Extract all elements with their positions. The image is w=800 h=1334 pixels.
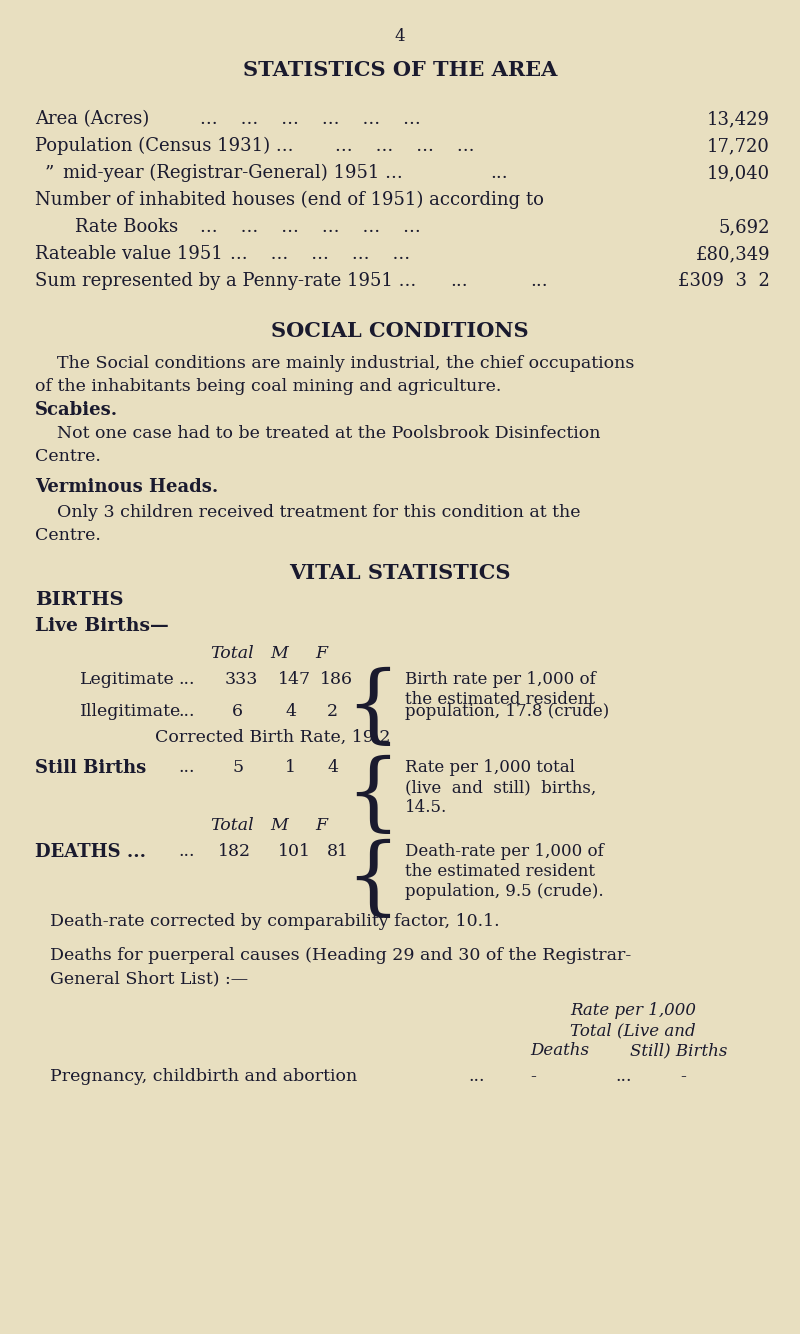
Text: 182: 182 xyxy=(218,843,251,860)
Text: 14.5.: 14.5. xyxy=(405,799,447,816)
Text: General Short List) :—: General Short List) :— xyxy=(50,970,248,987)
Text: {: { xyxy=(345,755,400,838)
Text: Centre.: Centre. xyxy=(35,527,101,544)
Text: Corrected Birth Rate, 19.2: Corrected Birth Rate, 19.2 xyxy=(155,728,390,746)
Text: M: M xyxy=(270,646,288,662)
Text: F: F xyxy=(315,816,327,834)
Text: Deaths: Deaths xyxy=(530,1042,589,1059)
Text: 81: 81 xyxy=(327,843,349,860)
Text: Death-rate corrected by comparability factor, 10.1.: Death-rate corrected by comparability fa… xyxy=(50,912,500,930)
Text: 13,429: 13,429 xyxy=(707,109,770,128)
Text: Only 3 children received treatment for this condition at the: Only 3 children received treatment for t… xyxy=(35,504,581,522)
Text: 6: 6 xyxy=(232,703,243,720)
Text: 5,692: 5,692 xyxy=(718,217,770,236)
Text: Death-rate per 1,000 of: Death-rate per 1,000 of xyxy=(405,843,604,860)
Text: ...: ... xyxy=(178,759,194,776)
Text: Rate per 1,000: Rate per 1,000 xyxy=(570,1002,696,1019)
Text: Total: Total xyxy=(210,816,254,834)
Text: ...: ... xyxy=(468,1069,485,1085)
Text: ”: ” xyxy=(45,164,54,181)
Text: Still Births: Still Births xyxy=(35,759,146,776)
Text: Deaths for puerperal causes (Heading 29 and 30 of the Registrar-: Deaths for puerperal causes (Heading 29 … xyxy=(50,947,631,964)
Text: 186: 186 xyxy=(320,671,353,688)
Text: Scabies.: Scabies. xyxy=(35,402,118,419)
Text: F: F xyxy=(315,646,327,662)
Text: Not one case had to be treated at the Poolsbrook Disinfection: Not one case had to be treated at the Po… xyxy=(35,426,601,442)
Text: BIRTHS: BIRTHS xyxy=(35,591,123,610)
Text: 4: 4 xyxy=(394,28,406,45)
Text: Verminous Heads.: Verminous Heads. xyxy=(35,478,218,496)
Text: mid-year (Registrar-General) 1951 ...: mid-year (Registrar-General) 1951 ... xyxy=(63,164,402,183)
Text: Still) Births: Still) Births xyxy=(630,1042,727,1059)
Text: ...    ...    ...    ...    ...    ...: ... ... ... ... ... ... xyxy=(200,217,421,236)
Text: STATISTICS OF THE AREA: STATISTICS OF THE AREA xyxy=(243,60,557,80)
Text: ...: ... xyxy=(450,272,468,289)
Text: 4: 4 xyxy=(327,759,338,776)
Text: Total: Total xyxy=(210,646,254,662)
Text: Pregnancy, childbirth and abortion: Pregnancy, childbirth and abortion xyxy=(50,1069,358,1085)
Text: Rateable value 1951: Rateable value 1951 xyxy=(35,245,222,263)
Text: {: { xyxy=(345,667,400,750)
Text: Sum represented by a Penny-rate 1951 ...: Sum represented by a Penny-rate 1951 ... xyxy=(35,272,416,289)
Text: the estimated resident: the estimated resident xyxy=(405,863,595,880)
Text: ...    ...    ...    ...: ... ... ... ... xyxy=(335,137,474,155)
Text: £309  3  2: £309 3 2 xyxy=(678,272,770,289)
Text: 4: 4 xyxy=(285,703,296,720)
Text: 333: 333 xyxy=(225,671,258,688)
Text: Illegitimate: Illegitimate xyxy=(80,703,182,720)
Text: population, 17.8 (crude): population, 17.8 (crude) xyxy=(405,703,610,720)
Text: Total (Live and: Total (Live and xyxy=(570,1022,696,1039)
Text: ...    ...    ...    ...    ...    ...: ... ... ... ... ... ... xyxy=(200,109,421,128)
Text: ...: ... xyxy=(530,272,548,289)
Text: 19,040: 19,040 xyxy=(707,164,770,181)
Text: Area (Acres): Area (Acres) xyxy=(35,109,150,128)
Text: {: { xyxy=(345,839,400,922)
Text: the estimated resident: the estimated resident xyxy=(405,691,595,708)
Text: VITAL STATISTICS: VITAL STATISTICS xyxy=(290,563,510,583)
Text: -: - xyxy=(530,1069,536,1085)
Text: -: - xyxy=(680,1069,686,1085)
Text: Number of inhabited houses (end of 1951) according to: Number of inhabited houses (end of 1951)… xyxy=(35,191,544,209)
Text: SOCIAL CONDITIONS: SOCIAL CONDITIONS xyxy=(271,321,529,342)
Text: 1: 1 xyxy=(285,759,296,776)
Text: (live  and  still)  births,: (live and still) births, xyxy=(405,779,596,796)
Text: 101: 101 xyxy=(278,843,311,860)
Text: 2: 2 xyxy=(327,703,338,720)
Text: Centre.: Centre. xyxy=(35,448,101,466)
Text: ...    ...    ...    ...    ...: ... ... ... ... ... xyxy=(230,245,410,263)
Text: ...: ... xyxy=(178,671,194,688)
Text: ...: ... xyxy=(178,703,194,720)
Text: of the inhabitants being coal mining and agriculture.: of the inhabitants being coal mining and… xyxy=(35,378,502,395)
Text: ...: ... xyxy=(490,164,508,181)
Text: Rate per 1,000 total: Rate per 1,000 total xyxy=(405,759,575,776)
Text: Rate Books: Rate Books xyxy=(75,217,178,236)
Text: Legitimate: Legitimate xyxy=(80,671,174,688)
Text: 5: 5 xyxy=(232,759,243,776)
Text: Live Births—: Live Births— xyxy=(35,618,169,635)
Text: The Social conditions are mainly industrial, the chief occupations: The Social conditions are mainly industr… xyxy=(35,355,634,372)
Text: £80,349: £80,349 xyxy=(695,245,770,263)
Text: 147: 147 xyxy=(278,671,311,688)
Text: 17,720: 17,720 xyxy=(707,137,770,155)
Text: M: M xyxy=(270,816,288,834)
Text: ...: ... xyxy=(615,1069,631,1085)
Text: population, 9.5 (crude).: population, 9.5 (crude). xyxy=(405,883,604,900)
Text: DEATHS ...: DEATHS ... xyxy=(35,843,146,860)
Text: ...: ... xyxy=(178,843,194,860)
Text: Population (Census 1931) ...: Population (Census 1931) ... xyxy=(35,137,294,155)
Text: Birth rate per 1,000 of: Birth rate per 1,000 of xyxy=(405,671,596,688)
